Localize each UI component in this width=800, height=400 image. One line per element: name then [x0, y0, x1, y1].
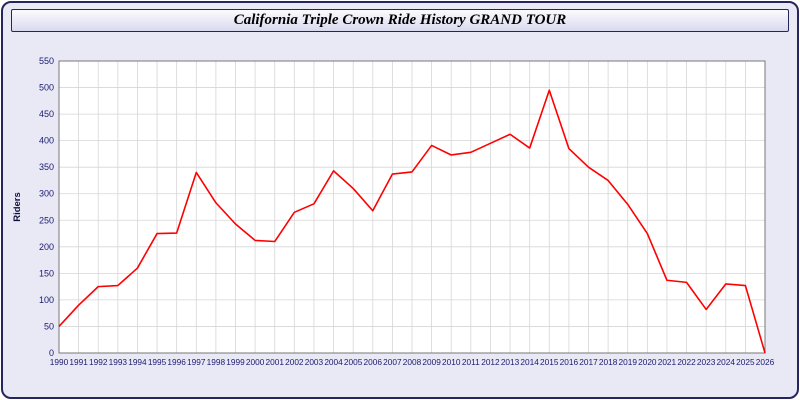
- x-tick-label: 2007: [383, 357, 402, 367]
- x-tick-label: 2010: [442, 357, 461, 367]
- x-tick-label: 2005: [344, 357, 363, 367]
- y-tick-label: 350: [39, 162, 54, 172]
- x-tick-label: 2020: [638, 357, 657, 367]
- x-tick-label: 2018: [599, 357, 618, 367]
- x-tick-label: 1997: [187, 357, 206, 367]
- y-axis-label: Riders: [12, 192, 23, 222]
- chart-area: 1990 1991 1992 1993 1994 1995 1996 1997 1998 1999…: [7, 45, 795, 395]
- x-tick-label: 2006: [364, 357, 383, 367]
- x-tick-label: 2000: [246, 357, 265, 367]
- y-tick-label: 200: [39, 242, 54, 252]
- y-tick-label: 50: [44, 321, 54, 331]
- x-tick-label: 2009: [422, 357, 441, 367]
- x-tick-label: 2024: [717, 357, 736, 367]
- x-tick-label: 1996: [167, 357, 186, 367]
- x-tick-label: 2002: [285, 357, 304, 367]
- x-tick-label: 2015: [540, 357, 559, 367]
- y-tick-label: 400: [39, 136, 54, 146]
- chart-plot: 1990 1991 1992 1993 1994 1995 1996 1997 1998 1999…: [12, 56, 775, 367]
- chart-title-bar: California Triple Crown Ride History GRA…: [11, 9, 789, 32]
- data-line: [58, 89, 766, 354]
- y-tick-label: 0: [49, 348, 54, 358]
- x-tick-label: 2008: [403, 357, 422, 367]
- x-tick-label: 1991: [69, 357, 88, 367]
- x-tick-label: 2022: [677, 357, 696, 367]
- x-tick-label: 2026: [756, 357, 775, 367]
- x-tick-label: 2001: [265, 357, 284, 367]
- x-tick-label: 1998: [207, 357, 226, 367]
- x-tick-label: 1995: [148, 357, 167, 367]
- x-tick-label: 2025: [736, 357, 755, 367]
- x-tick-label: 2014: [520, 357, 539, 367]
- y-tick-label: 250: [39, 215, 54, 225]
- x-tick-label: 1990: [50, 357, 69, 367]
- y-tick-label: 450: [39, 109, 54, 119]
- x-tick-label: 2003: [305, 357, 324, 367]
- x-tick-label: 1993: [109, 357, 128, 367]
- x-tick-label: 2023: [697, 357, 716, 367]
- x-tick-label: 2017: [579, 357, 598, 367]
- x-tick-label: 2012: [481, 357, 500, 367]
- y-tick-label: 300: [39, 189, 54, 199]
- x-tick-label: 1994: [128, 357, 147, 367]
- plot-border: [58, 60, 766, 354]
- x-tick-label: 2004: [324, 357, 343, 367]
- y-tick-label: 550: [39, 56, 54, 66]
- y-tick-label: 500: [39, 83, 54, 93]
- y-tick-label: 150: [39, 268, 54, 278]
- x-tick-label: 2019: [618, 357, 637, 367]
- x-tick-label: 2021: [658, 357, 677, 367]
- x-tick-label: 1999: [226, 357, 245, 367]
- chart-title: California Triple Crown Ride History GRA…: [233, 12, 567, 28]
- y-tick-label: 100: [39, 295, 54, 305]
- x-tick-label: 2011: [462, 357, 480, 367]
- x-tick-label: 1992: [89, 357, 108, 367]
- x-tick-label: 2016: [560, 357, 579, 367]
- x-tick-label: 2013: [501, 357, 520, 367]
